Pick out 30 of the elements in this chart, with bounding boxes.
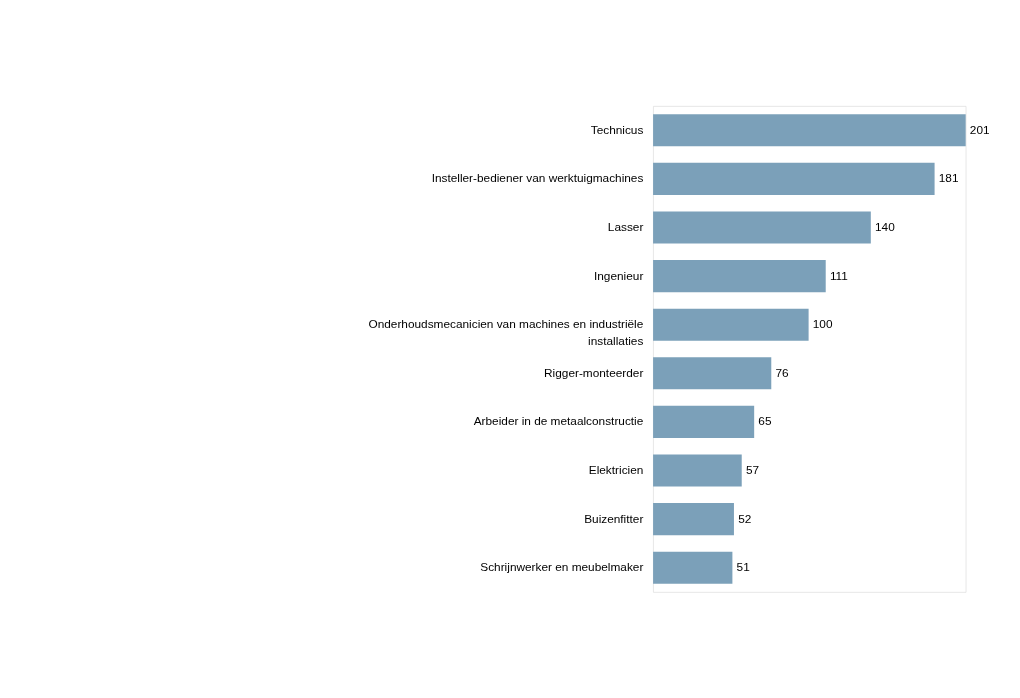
data-label: 51	[736, 560, 750, 575]
y-tick-label: Elektricien	[588, 462, 644, 477]
data-label: 76	[775, 365, 790, 380]
y-tick-label: Buizenfitter	[584, 511, 644, 526]
bar	[653, 357, 772, 390]
y-tick-label: Arbeider in de metaalconstructie	[473, 414, 644, 429]
data-label: 181	[938, 171, 959, 186]
data-label: 140	[875, 219, 896, 234]
data-label: 52	[738, 511, 752, 526]
y-tick-label: Rigger-monteerder	[544, 365, 644, 380]
data-label: 201	[969, 122, 990, 137]
bar	[653, 308, 809, 341]
y-tick-label: Technicus	[590, 122, 644, 137]
bar	[653, 503, 734, 536]
bar	[653, 260, 826, 293]
bar	[653, 114, 966, 147]
data-label: 111	[829, 268, 848, 283]
data-label: 65	[758, 414, 772, 429]
bar	[653, 405, 755, 438]
bar	[653, 551, 733, 584]
y-tick-label: Ingenieur	[594, 268, 644, 283]
data-label: 57	[745, 462, 760, 477]
bar	[653, 211, 871, 244]
y-tick-label: Insteller-bediener van werktuigmachines	[431, 171, 644, 186]
bar	[653, 162, 935, 195]
y-tick-label: Lasser	[607, 219, 644, 234]
data-label: 100	[812, 317, 833, 332]
bar	[653, 454, 742, 487]
y-tick-label: Onderhoudsmecanicien van machines en industriële installaties	[368, 317, 644, 348]
y-tick-label: Schrijnwerker en meubelmaker	[480, 560, 644, 575]
